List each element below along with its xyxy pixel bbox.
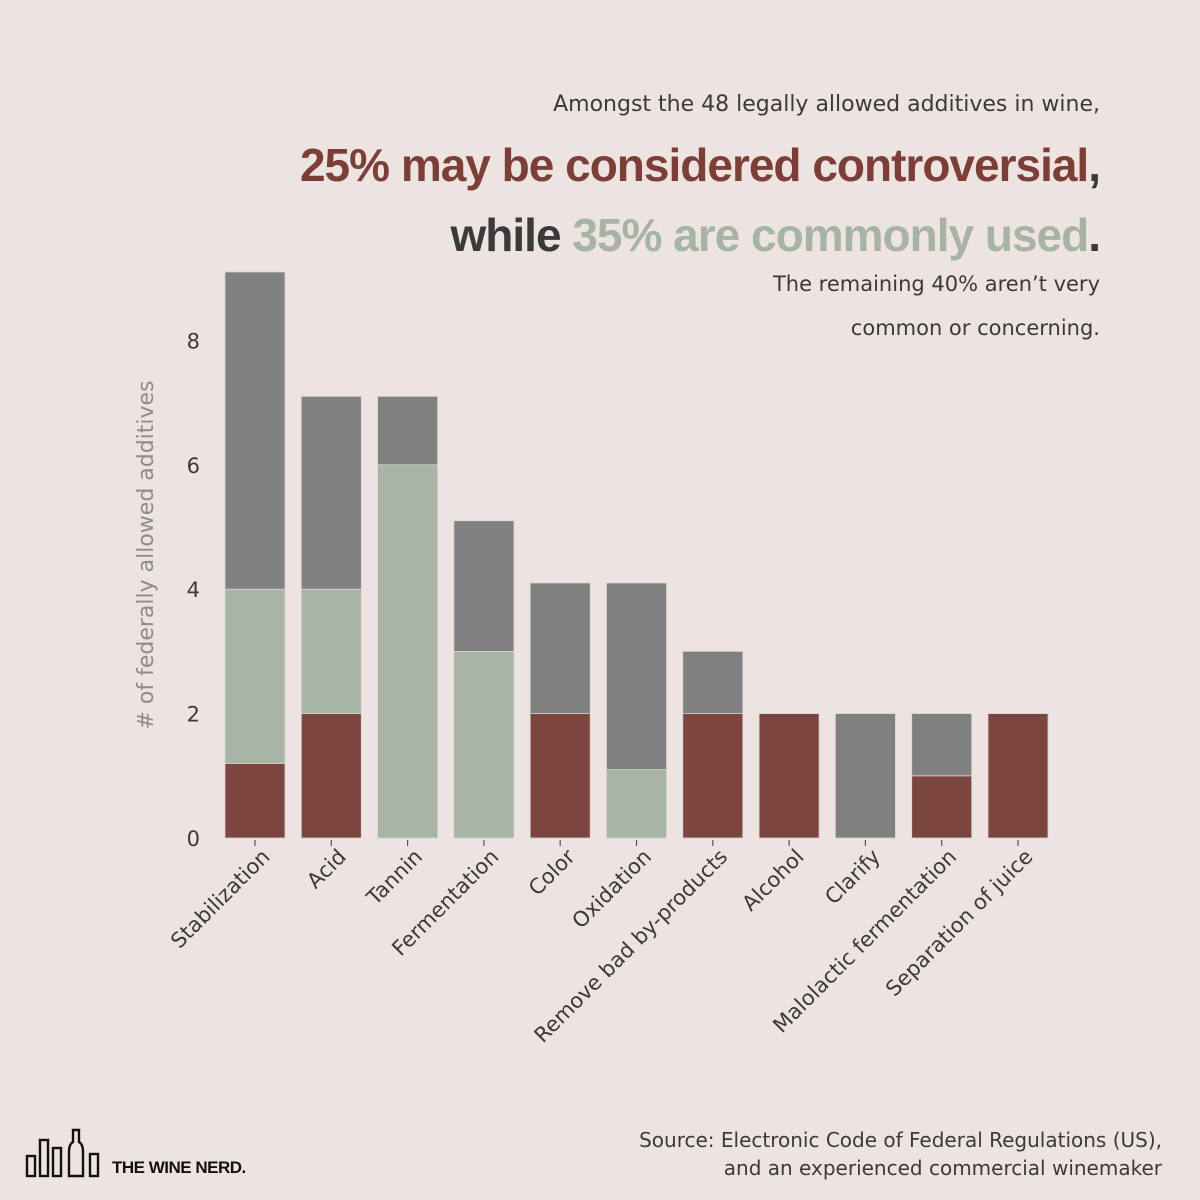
bar-other [835, 713, 896, 839]
y-tick-label: 2 [187, 703, 200, 727]
headline-controversial-text: 25% may be considered controversial [299, 139, 1089, 191]
bar-controversial [300, 713, 362, 839]
bar-controversial [758, 713, 820, 839]
bar-commonly-used [606, 769, 667, 839]
bar-commonly-used [377, 464, 439, 839]
bar-other [529, 582, 591, 714]
bar-controversial [529, 713, 591, 839]
bar-controversial [987, 713, 1049, 839]
wine-bottles-icon [25, 1128, 100, 1178]
x-tick-label: Clarify [820, 845, 885, 910]
headline-common: while 35% are commonly used. [450, 208, 1101, 262]
headline-intro: Amongst the 48 legally allowed additives… [553, 92, 1100, 117]
bar-other [453, 520, 515, 652]
source-note: Source: Electronic Code of Federal Regul… [639, 1126, 1162, 1182]
bar-controversial [911, 775, 973, 839]
y-tick-label: 0 [187, 827, 200, 851]
headline-comma: , [1088, 139, 1101, 191]
bar-other [911, 713, 973, 777]
bar-commonly-used [224, 588, 286, 764]
headline-remaining-1: The remaining 40% aren’t very [772, 272, 1100, 296]
x-tick-label: Alcohol [738, 845, 809, 916]
logo-text: THE WINE NERD. [112, 1158, 246, 1177]
headline-common-text: 35% are commonly used [572, 209, 1089, 261]
bar-other [682, 651, 744, 715]
bar-controversial [682, 713, 744, 839]
y-tick-label: 4 [187, 578, 200, 602]
x-tick-label: Separation of juice [881, 845, 1037, 1001]
source-line-1: Source: Electronic Code of Federal Regul… [639, 1128, 1162, 1152]
headline-while: while [450, 209, 573, 261]
source-line-2: and an experienced commercial winemaker [723, 1156, 1162, 1180]
bar-other [300, 395, 362, 590]
headline-remaining-2: common or concerning. [850, 316, 1100, 340]
bar-controversial [224, 762, 286, 839]
x-tick-label: Stabilization [166, 845, 274, 953]
y-tick-label: 8 [187, 329, 200, 353]
x-tick-label: Tannin [361, 845, 427, 911]
bar-commonly-used [300, 588, 362, 715]
bar-other [377, 395, 439, 466]
x-tick-label: Color [524, 844, 580, 900]
bar-commonly-used [453, 651, 515, 839]
bar-other [606, 582, 667, 770]
headline-period: . [1088, 209, 1101, 261]
x-tick-label: Acid [302, 845, 351, 894]
y-tick-label: 6 [187, 454, 200, 478]
logo: THE WINE NERD. [24, 1126, 246, 1178]
headline-controversial: 25% may be considered controversial, [299, 138, 1101, 192]
bar-other [224, 271, 286, 590]
y-axis-title: # of federally allowed additives [134, 380, 159, 729]
